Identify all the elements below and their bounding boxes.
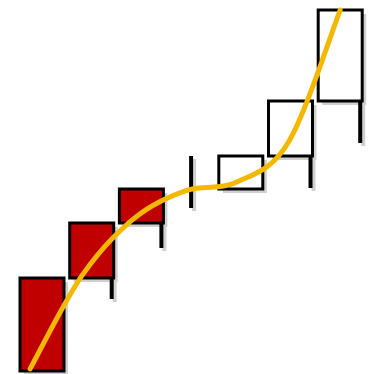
candle-6 bbox=[267, 99, 314, 188]
trend-curve bbox=[27, 7, 343, 372]
candle-1 bbox=[18, 276, 66, 373]
candle-body-bullish bbox=[267, 99, 314, 158]
candle-body-bearish bbox=[68, 221, 116, 280]
candle-3 bbox=[117, 187, 165, 248]
candle-shadows bbox=[24, 14, 367, 374]
candle-2 bbox=[68, 221, 116, 299]
candle-7 bbox=[316, 8, 364, 143]
trend-curve-layer bbox=[27, 7, 343, 372]
candle-body-bearish bbox=[18, 276, 66, 373]
